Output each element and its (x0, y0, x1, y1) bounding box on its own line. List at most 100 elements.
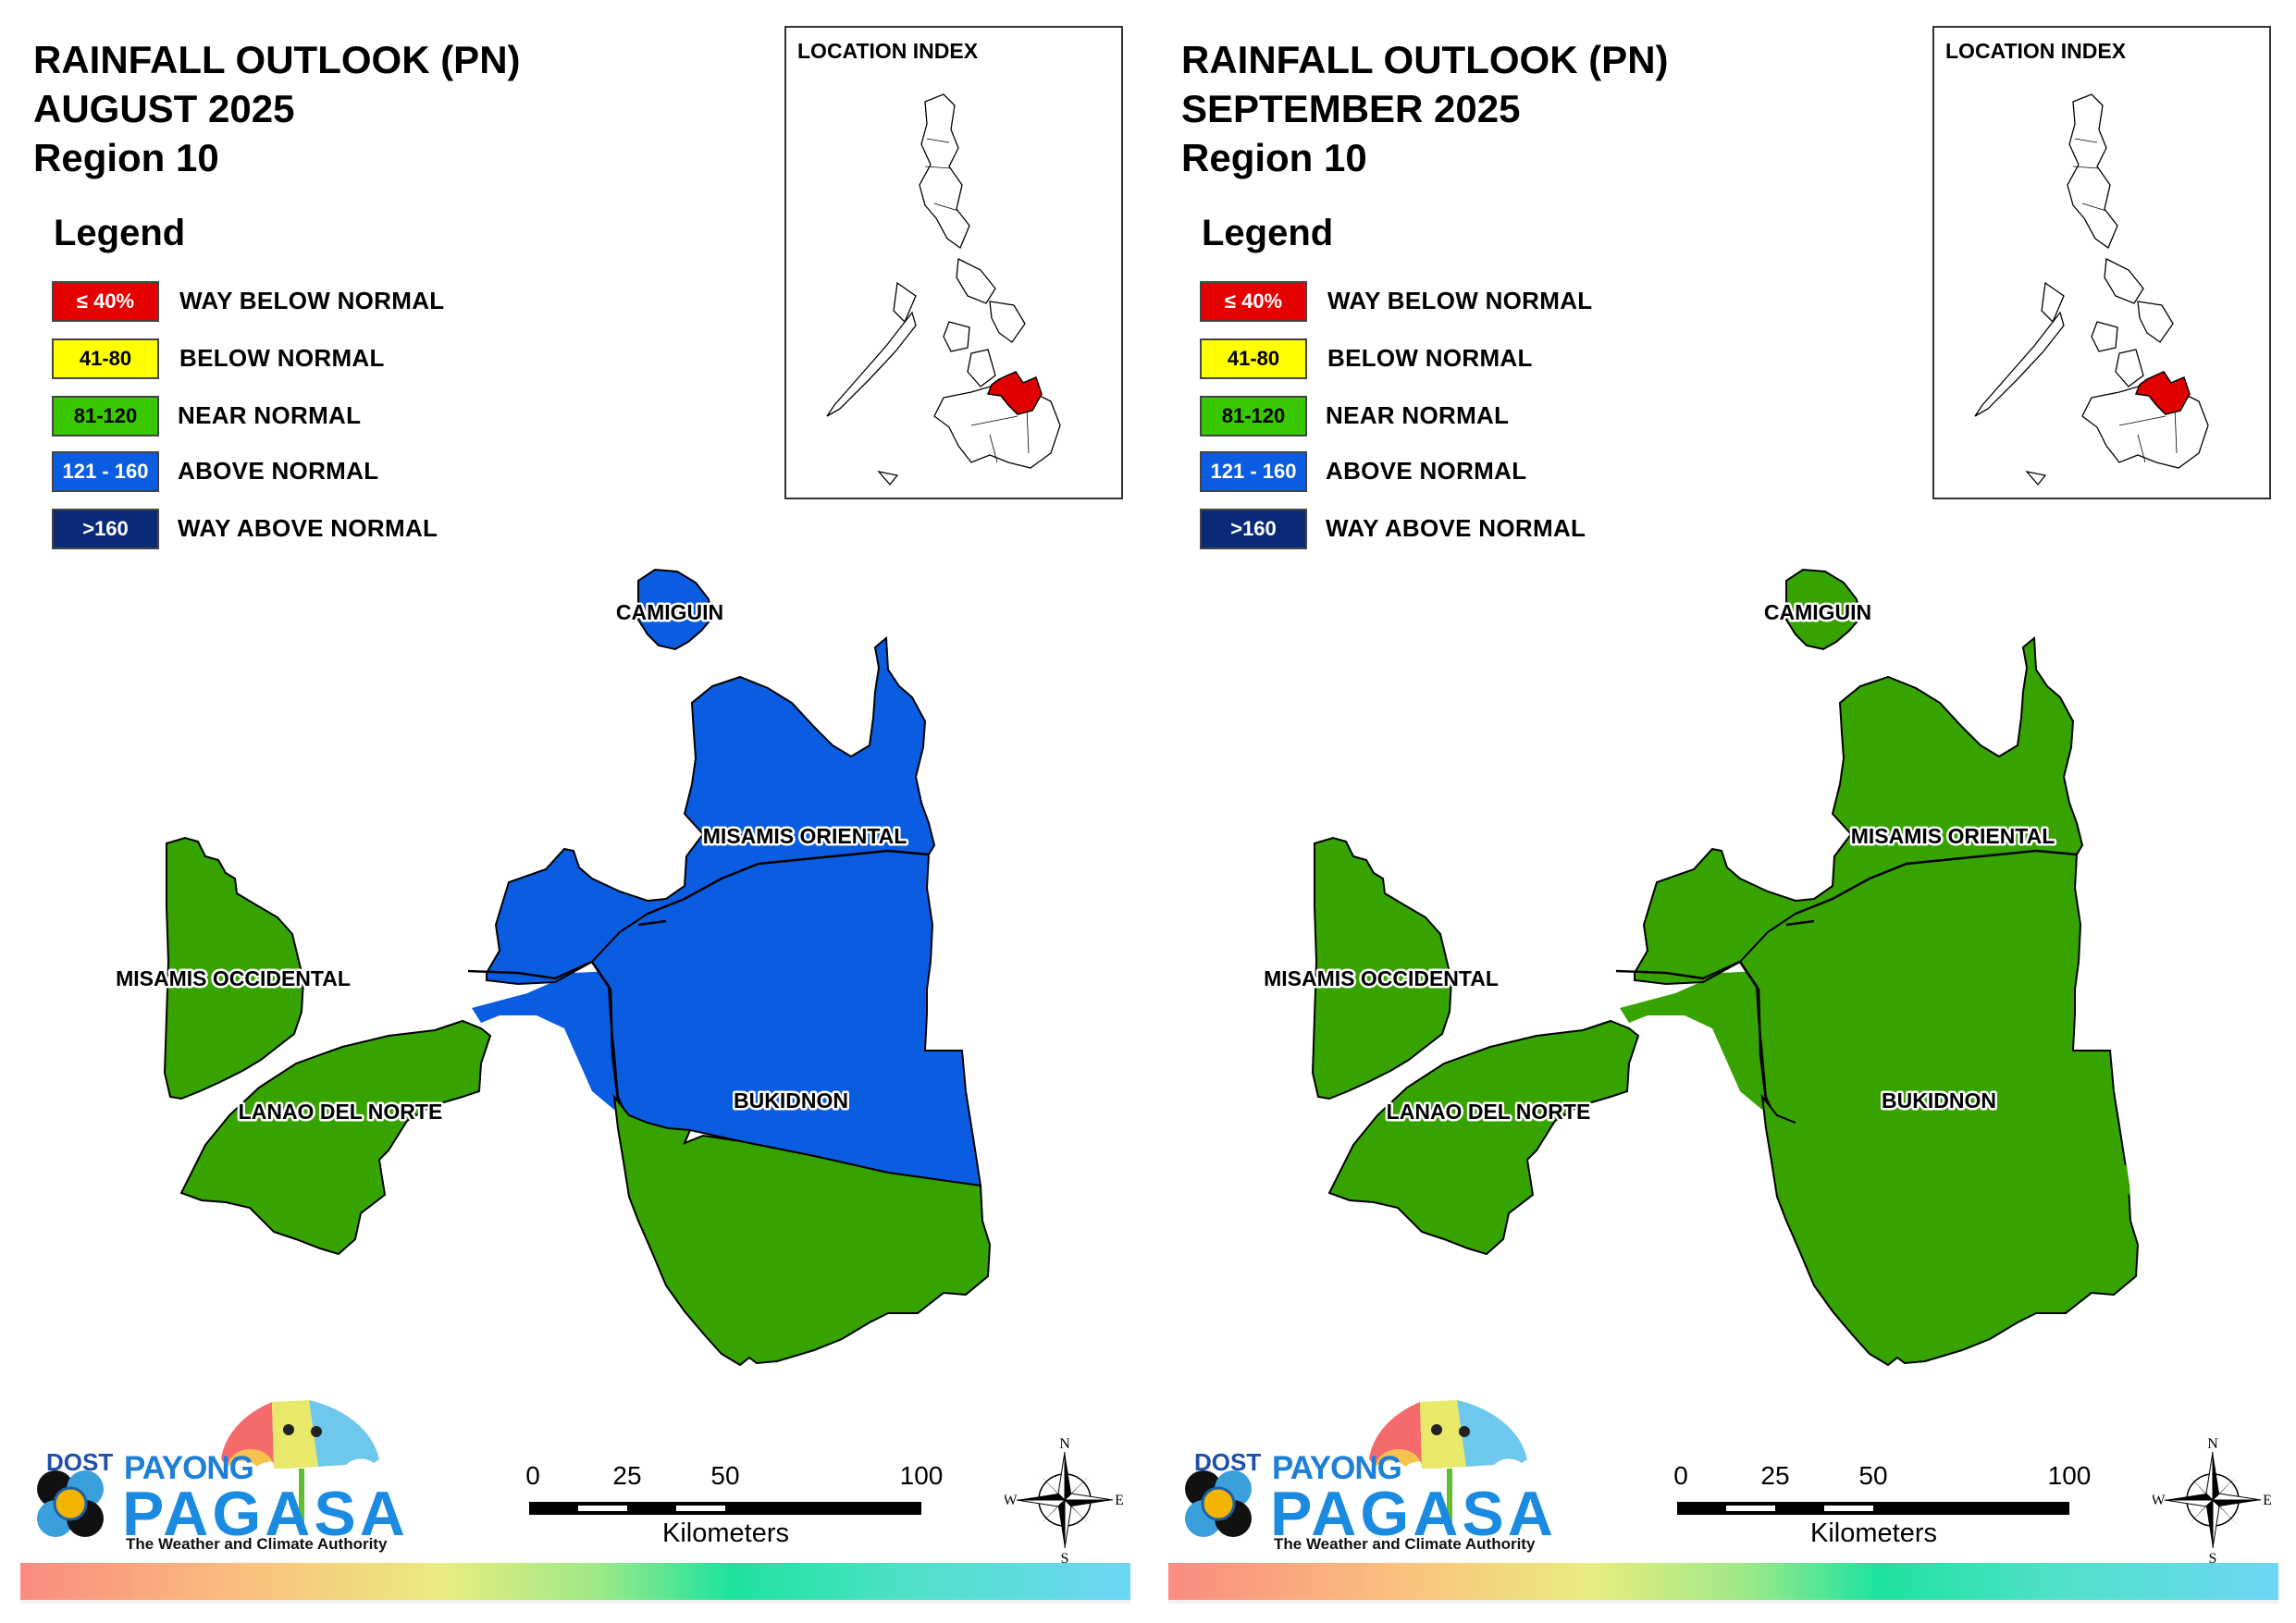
panay-outline (2091, 321, 2118, 352)
legend-item-way-above-normal: >160 WAY ABOVE NORMAL (1200, 509, 1662, 553)
scale-bar: 0 25 50 100 Kilometers (1673, 1461, 2092, 1563)
legend-item-below-normal: 41-80 BELOW NORMAL (52, 338, 514, 383)
legend-item-way-below-normal: ≤ 40% WAY BELOW NORMAL (1200, 281, 1662, 326)
dost-seal-icon (37, 1470, 104, 1537)
legend-heading: Legend (1202, 213, 1334, 253)
inset-title: LOCATION INDEX (1945, 39, 2127, 63)
region-10-map: CAMIGUIN MISAMIS ORIENTAL MISAMIS OCCIDE… (116, 568, 992, 1367)
legend-swatch: 121 - 160 (1200, 451, 1307, 492)
misamis-occidental-shape (163, 836, 305, 1100)
lanao-del-norte-east-shape (472, 971, 633, 1110)
scale-bar-graphic (529, 1502, 921, 1515)
scale-tick: 100 (899, 1461, 944, 1490)
legend-swatch: >160 (1200, 509, 1307, 549)
scale-tick: 50 (710, 1461, 740, 1490)
legend-swatch: 41-80 (52, 338, 159, 379)
legend-heading: Legend (54, 213, 186, 253)
title-month: SEPTEMBER 2025 (1181, 87, 1521, 130)
legend-label: NEAR NORMAL (1326, 401, 1510, 429)
label-bukidnon: BUKIDNON (734, 1088, 848, 1113)
footer-gradient-bar (1168, 1563, 2278, 1604)
logo-payong: PAYONG (124, 1450, 254, 1486)
north-arrow-compass-icon: N S E W (1005, 1436, 1124, 1565)
legend-label: WAY BELOW NORMAL (1327, 287, 1593, 314)
compass-e: E (1115, 1493, 1124, 1508)
scale-tick: 0 (525, 1461, 540, 1490)
label-lanao-del-norte: LANAO DEL NORTE (239, 1100, 443, 1124)
province-boundaries (1615, 849, 2078, 1101)
map-title: RAINFALL OUTLOOK (PN) SEPTEMBER 2025 Reg… (1181, 35, 1669, 182)
scale-tick: 25 (612, 1461, 642, 1490)
camiguin-shape (637, 568, 714, 651)
logo-pagasa: PAGASA (122, 1479, 409, 1549)
compass-w: W (1005, 1493, 1018, 1508)
north-arrow-compass-icon: N S E W (2153, 1436, 2272, 1565)
lanao-del-norte-east-shape (1620, 971, 1781, 1110)
label-lanao-del-norte: LANAO DEL NORTE (1387, 1100, 1591, 1124)
legend: Legend ≤ 40% WAY BELOW NORMAL 41-80 BELO… (1200, 213, 1592, 549)
legend-label: BELOW NORMAL (1327, 344, 1533, 372)
legend-swatch: 121 - 160 (52, 451, 159, 492)
scale-tick: 25 (1760, 1461, 1790, 1490)
legend-item-near-normal: 81-120 NEAR NORMAL (1200, 396, 1662, 440)
palawan-outline (826, 311, 917, 417)
negros-cebu-outline (2115, 349, 2144, 387)
compass-w: W (2153, 1493, 2166, 1508)
dost-seal-icon (1185, 1470, 1252, 1537)
footer-gradient-bar (20, 1563, 1130, 1604)
samar-outline (2137, 301, 2174, 343)
legend-item-way-above-normal: >160 WAY ABOVE NORMAL (52, 509, 514, 553)
map-title: RAINFALL OUTLOOK (PN) AUGUST 2025 Region… (33, 35, 521, 182)
label-camiguin: CAMIGUIN (616, 600, 723, 624)
legend-swatch: 81-120 (1200, 396, 1307, 436)
title-month: AUGUST 2025 (33, 87, 295, 130)
lanao-del-norte-shape (179, 1019, 492, 1256)
logo-tagline: The Weather and Climate Authority (1274, 1535, 1536, 1553)
misamis-occidental-shape (1311, 836, 1453, 1100)
legend-label: BELOW NORMAL (179, 344, 385, 372)
compass-s: S (2209, 1551, 2217, 1565)
logo-payong: PAYONG (1272, 1450, 1402, 1486)
label-camiguin: CAMIGUIN (1764, 600, 1871, 624)
region-10-map: CAMIGUIN MISAMIS ORIENTAL MISAMIS OCCIDE… (1262, 568, 2140, 1367)
scale-tick: 100 (2047, 1461, 2092, 1490)
legend-label: WAY BELOW NORMAL (179, 287, 445, 314)
legend-swatch: 41-80 (1200, 338, 1307, 379)
title-region: Region 10 (33, 136, 219, 179)
title-region: Region 10 (1181, 136, 1367, 179)
legend-item-way-below-normal: ≤ 40% WAY BELOW NORMAL (52, 281, 514, 326)
scale-unit: Kilometers (1810, 1518, 1937, 1548)
sulu-outline (877, 470, 899, 486)
map-panel-august: RAINFALL OUTLOOK (PN) AUGUST 2025 Region… (20, 26, 1130, 1604)
scale-tick: 50 (1858, 1461, 1888, 1490)
samar-outline (989, 301, 1026, 343)
scale-unit: Kilometers (662, 1518, 789, 1548)
legend-label: WAY ABOVE NORMAL (178, 514, 438, 542)
lanao-del-norte-shape (1327, 1019, 1640, 1256)
compass-n: N (2207, 1436, 2218, 1452)
legend-label: ABOVE NORMAL (178, 457, 379, 485)
logo-dost: DOST (46, 1448, 114, 1476)
region-10-highlight (986, 371, 1043, 415)
palawan-outline (1974, 311, 2065, 417)
legend-item-near-normal: 81-120 NEAR NORMAL (52, 396, 514, 440)
province-boundaries (467, 849, 930, 1101)
bicol-outline (956, 257, 996, 304)
luzon-outline (919, 93, 970, 250)
title-line-1: RAINFALL OUTLOOK (PN) (1181, 38, 1669, 81)
logo-dost: DOST (1194, 1448, 1262, 1476)
label-misamis-oriental: MISAMIS ORIENTAL (703, 824, 907, 848)
legend-swatch: 81-120 (52, 396, 159, 436)
label-misamis-occidental: MISAMIS OCCIDENTAL (116, 966, 351, 990)
negros-cebu-outline (967, 349, 996, 387)
bukidnon-south-shape (612, 1093, 992, 1367)
scale-tick: 0 (1673, 1461, 1688, 1490)
compass-n: N (1059, 1436, 1070, 1452)
sulu-outline (2025, 470, 2047, 486)
philippines-inset-map (826, 93, 1061, 486)
bicol-outline (2104, 257, 2144, 304)
legend-swatch: ≤ 40% (52, 281, 159, 322)
compass-s: S (1061, 1551, 1069, 1565)
label-bukidnon: BUKIDNON (1882, 1088, 1996, 1113)
luzon-outline (2067, 93, 2118, 250)
